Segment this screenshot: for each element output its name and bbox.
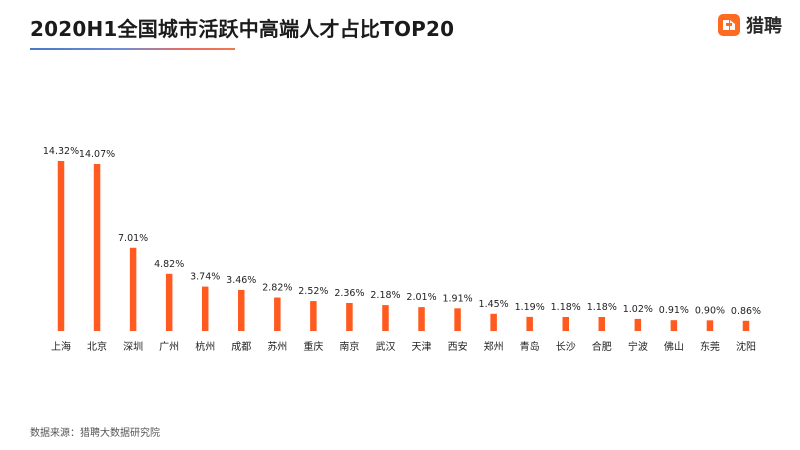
category-label-20: 沈阳 xyxy=(736,340,756,353)
value-label-9: 2.36% xyxy=(334,288,364,299)
bar-10 xyxy=(382,305,389,331)
title-underline xyxy=(30,48,235,50)
bar-12 xyxy=(454,308,461,331)
category-label-13: 郑州 xyxy=(484,340,504,353)
bar-11 xyxy=(418,307,425,331)
category-label-19: 东莞 xyxy=(700,340,720,353)
value-label-19: 0.90% xyxy=(695,305,725,316)
bar-14 xyxy=(526,316,533,331)
value-label-8: 2.52% xyxy=(298,286,328,297)
category-label-16: 合肥 xyxy=(592,340,612,353)
value-label-20: 0.86% xyxy=(731,306,761,317)
bar-9 xyxy=(346,302,353,331)
value-label-12: 1.91% xyxy=(442,293,472,304)
bar-8 xyxy=(310,301,317,331)
value-label-13: 1.45% xyxy=(479,299,509,310)
data-source-note: 数据来源：猎聘大数据研究院 xyxy=(30,428,160,439)
category-label-14: 青岛 xyxy=(520,340,540,353)
category-label-9: 南京 xyxy=(339,340,359,353)
brand-name: 猎聘 xyxy=(746,16,782,37)
value-label-18: 0.91% xyxy=(659,305,689,316)
value-label-4: 4.82% xyxy=(154,259,184,270)
bar-6 xyxy=(238,289,245,331)
value-label-14: 1.19% xyxy=(515,302,545,313)
category-label-15: 长沙 xyxy=(556,341,576,353)
value-label-16: 1.18% xyxy=(587,302,617,313)
bar-1 xyxy=(57,161,65,331)
value-label-1: 14.32% xyxy=(43,146,79,157)
category-label-3: 深圳 xyxy=(123,341,143,353)
value-label-6: 3.46% xyxy=(226,275,256,286)
bar-7 xyxy=(274,297,281,331)
bar-4 xyxy=(165,273,173,331)
category-label-4: 广州 xyxy=(159,341,179,353)
liepin-logo-icon xyxy=(718,14,740,36)
bar-3 xyxy=(129,247,137,331)
bar-17 xyxy=(634,318,642,331)
category-label-2: 北京 xyxy=(87,340,107,353)
bar-5 xyxy=(201,286,209,331)
bar-20 xyxy=(742,320,750,331)
brand: 猎聘 xyxy=(718,12,782,38)
value-label-10: 2.18% xyxy=(370,290,400,301)
category-label-10: 武汉 xyxy=(375,340,395,353)
bar-15 xyxy=(562,316,569,331)
bar-13 xyxy=(490,313,497,331)
category-label-11: 天津 xyxy=(412,341,432,353)
category-label-6: 成都 xyxy=(231,341,251,353)
bar-18 xyxy=(670,320,678,331)
bar-16 xyxy=(598,316,606,331)
value-label-7: 2.82% xyxy=(262,283,292,294)
value-label-15: 1.18% xyxy=(551,302,581,313)
category-label-8: 重庆 xyxy=(303,340,323,353)
value-label-11: 2.01% xyxy=(406,292,436,303)
value-label-17: 1.02% xyxy=(623,304,653,315)
category-label-5: 杭州 xyxy=(195,340,215,353)
category-label-7: 苏州 xyxy=(267,340,287,353)
category-label-17: 宁波 xyxy=(628,340,648,353)
category-label-12: 西安 xyxy=(448,340,468,353)
value-label-2: 14.07% xyxy=(79,149,115,160)
category-label-18: 佛山 xyxy=(664,340,684,353)
value-label-3: 7.01% xyxy=(118,233,148,244)
category-label-1: 上海 xyxy=(51,340,71,353)
bar-2 xyxy=(93,163,101,331)
chart-title: 2020H1全国城市活跃中高端人才占比TOP20 xyxy=(30,17,455,41)
value-label-5: 3.74% xyxy=(190,272,220,283)
bar-19 xyxy=(706,320,714,331)
